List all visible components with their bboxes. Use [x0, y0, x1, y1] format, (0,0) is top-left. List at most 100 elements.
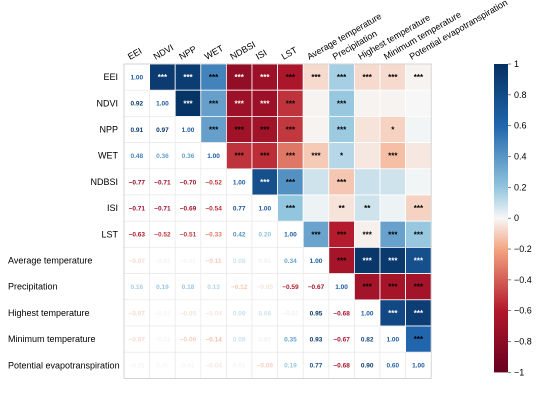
correlation-value: −0.67 [308, 284, 325, 291]
heatmap-cell [328, 299, 355, 327]
correlation-value: −0.63 [129, 232, 146, 239]
column-label: NDBSI [228, 39, 257, 61]
correlation-value: 0.92 [130, 101, 143, 108]
correlation-value: −0.33 [205, 232, 222, 239]
colorbar [494, 64, 508, 373]
significance-mark: *** [286, 126, 296, 135]
heatmap-cell [200, 273, 227, 301]
heatmap-cell [277, 325, 304, 353]
significance-mark: *** [363, 257, 373, 266]
heatmap-cell [379, 194, 407, 222]
heatmap-cell [251, 142, 279, 170]
correlation-value: −0.04 [205, 363, 222, 370]
heatmap-cell [200, 247, 227, 274]
correlation-value: −0.68 [333, 310, 350, 317]
row-label: NPP [99, 125, 118, 135]
correlation-value: 1.00 [182, 127, 195, 134]
heatmap-cell [200, 220, 227, 248]
correlation-value: 0.91 [130, 127, 143, 134]
heatmap-cell [302, 325, 330, 353]
significance-mark: *** [337, 126, 347, 135]
heatmap-cell [353, 220, 381, 248]
heatmap-cell [328, 142, 355, 170]
significance-mark: *** [286, 99, 296, 108]
heatmap-cell [379, 299, 407, 327]
significance-mark: *** [414, 335, 424, 344]
correlation-value: 1.00 [233, 179, 246, 186]
significance-mark: *** [158, 73, 168, 82]
heatmap-cells: 1.00 *** *** *** *** *** *** *** *** *** *** *** 0.9… [123, 63, 432, 379]
significance-mark: *** [388, 152, 398, 161]
heatmap-cell [123, 247, 150, 274]
heatmap-cell [251, 299, 278, 327]
row-labels: EEI NDVI NPP WET NDBSI ISI LST Average temperat… [8, 72, 120, 370]
heatmap-cell [379, 351, 406, 379]
correlation-value: 0.02 [258, 258, 271, 265]
heatmap-cell [405, 168, 432, 196]
heatmap-cell [405, 142, 432, 170]
correlation-value: −0.71 [154, 206, 171, 213]
significance-mark: *** [260, 73, 270, 82]
heatmap-cell [277, 247, 304, 274]
correlation-value: 0.35 [284, 337, 297, 344]
heatmap-cell [226, 247, 253, 274]
correlation-value: −0.71 [129, 206, 146, 213]
heatmap-cell [353, 63, 381, 91]
row-label: NDVI [96, 98, 118, 108]
significance-mark: *** [388, 257, 398, 266]
colorbar-tick-label: 0.2 [514, 182, 527, 192]
heatmap-cell [149, 273, 176, 301]
correlation-value: 0.60 [386, 363, 399, 370]
correlation-value: 0.82 [361, 337, 374, 344]
significance-mark: *** [311, 152, 321, 161]
significance-mark: *** [260, 99, 270, 108]
heatmap-cell [277, 168, 304, 196]
significance-mark: *** [311, 73, 321, 82]
correlation-value: 1.00 [207, 153, 220, 160]
row-label: Minimum temperature [8, 334, 96, 344]
heatmap-cell [353, 168, 381, 196]
heatmap-cell [123, 351, 150, 379]
heatmap-cell [251, 194, 278, 222]
correlation-value: 0.90 [361, 363, 374, 370]
heatmap-cell [379, 246, 407, 274]
correlation-value: −0.52 [154, 232, 171, 239]
heatmap-cell [277, 351, 304, 379]
heatmap-cell [174, 194, 202, 222]
heatmap-cell [226, 325, 253, 353]
colorbar-ticks: 1 0.8 0.6 0.4 0.2 0 −0.2 −0.4 −0.6 −0.8 −1 [508, 59, 532, 377]
correlation-value: −0.07 [129, 258, 146, 265]
heatmap-cell [251, 351, 278, 379]
significance-mark: ** [364, 204, 371, 213]
significance-mark: *** [286, 178, 296, 187]
significance-mark: *** [286, 152, 296, 161]
colorbar-tick-label: −1 [514, 367, 524, 377]
correlation-value: −0.68 [333, 363, 350, 370]
column-label: NDVI [152, 42, 176, 61]
correlation-value: −0.52 [205, 179, 222, 186]
correlation-value: 0.02 [258, 337, 271, 344]
row-label: LST [101, 229, 118, 239]
correlation-value: −0.71 [154, 179, 171, 186]
heatmap-cell [225, 142, 253, 170]
colorbar-tick-label: 0.4 [514, 152, 527, 162]
heatmap-cell [379, 325, 406, 353]
significance-mark: *** [235, 126, 245, 135]
heatmap-cell [328, 351, 355, 379]
correlation-value: −0.51 [180, 232, 197, 239]
heatmap-cell [379, 168, 407, 196]
heatmap-cell [174, 168, 202, 196]
heatmap-cell [149, 351, 176, 379]
heatmap-cell [251, 273, 278, 301]
significance-mark: *** [363, 283, 373, 292]
correlation-value: 1.00 [412, 363, 425, 370]
correlation-value: 0.20 [258, 232, 271, 239]
colorbar-tick-label: −0.6 [514, 306, 532, 316]
correlation-value: −0.01 [154, 310, 171, 317]
correlation-value: 0.01 [233, 363, 246, 370]
heatmap-cell [353, 194, 381, 222]
heatmap-cell [251, 63, 279, 91]
correlation-value: 1.00 [335, 284, 348, 291]
correlation-value: −0.01 [180, 258, 197, 265]
row-label: Precipitation [8, 282, 58, 292]
